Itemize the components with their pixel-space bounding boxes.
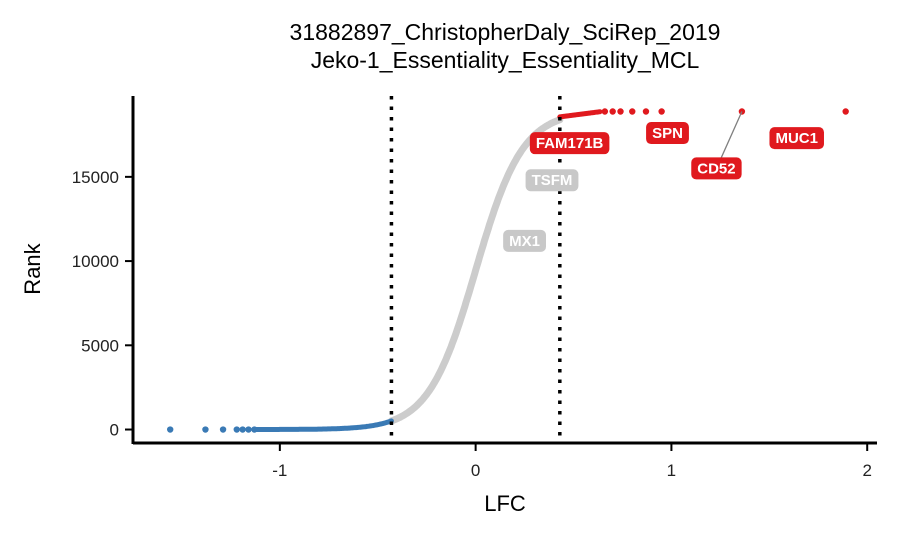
gene-label-spn: SPN	[646, 122, 689, 145]
enriched-point	[629, 108, 636, 115]
x-tick-label: -1	[272, 461, 287, 480]
y-tick-label: 5000	[81, 336, 119, 355]
enriched-point	[601, 108, 609, 115]
depleted-point	[239, 426, 246, 433]
depleted-point	[245, 426, 252, 433]
depleted-point	[167, 426, 174, 433]
enriched-point	[842, 108, 849, 115]
y-tick-label: 10000	[72, 252, 119, 271]
axis-ticks: -1 0 1 2 0 5000 10000 15000	[72, 168, 872, 480]
depleted-point	[233, 426, 240, 433]
neutral-curve	[387, 116, 564, 425]
x-axis-title: LFC	[484, 491, 526, 516]
gene-label-box	[503, 229, 547, 252]
gene-label-text: CD52	[697, 160, 735, 177]
y-tick-label: 0	[110, 421, 119, 440]
depleted-curve	[253, 418, 394, 432]
x-tick-label: 1	[667, 461, 676, 480]
y-axis-title: Rank	[20, 242, 45, 294]
gene-label-text: TSFM	[532, 172, 573, 189]
x-tick-label: 0	[471, 461, 480, 480]
gene-label-text: MX1	[509, 233, 540, 250]
x-tick-label: 2	[862, 461, 871, 480]
rank-curve	[387, 116, 564, 425]
gene-label-box	[529, 132, 610, 155]
enriched-curve	[557, 109, 603, 120]
gene-label-text: SPN	[652, 125, 683, 142]
y-tick-label: 15000	[72, 168, 119, 187]
gene-label-box	[525, 169, 579, 192]
gene-label-text: MUC1	[775, 130, 818, 147]
enriched-point	[642, 108, 650, 115]
gene-label-box	[769, 127, 824, 150]
depleted-point	[219, 426, 227, 433]
highlight-points	[167, 108, 849, 433]
enriched-point	[609, 108, 616, 115]
gene-label-box	[691, 157, 742, 180]
depleted-point	[251, 426, 258, 433]
gene-label-cd52: CD52	[691, 157, 742, 180]
gene-labels: FAM171B SPN MUC1 CD52 TSFM MX1	[503, 111, 824, 252]
chart-title-line-2: Jeko-1_Essentiality_Essentiality_MCL	[311, 47, 700, 73]
gene-label-text: FAM171B	[536, 135, 604, 152]
depleted-point	[202, 426, 209, 433]
chart-title-line-1: 31882897_ChristopherDaly_SciRep_2019	[290, 19, 721, 45]
gene-label-fam171b: FAM171B	[529, 132, 610, 155]
gene-label-tsfm: TSFM	[525, 169, 579, 192]
enriched-point	[658, 108, 665, 115]
enriched-point	[617, 108, 624, 115]
gene-label-box	[646, 122, 689, 145]
gene-label-mx1: MX1	[503, 229, 547, 252]
gene-label-muc1: MUC1	[769, 127, 824, 150]
